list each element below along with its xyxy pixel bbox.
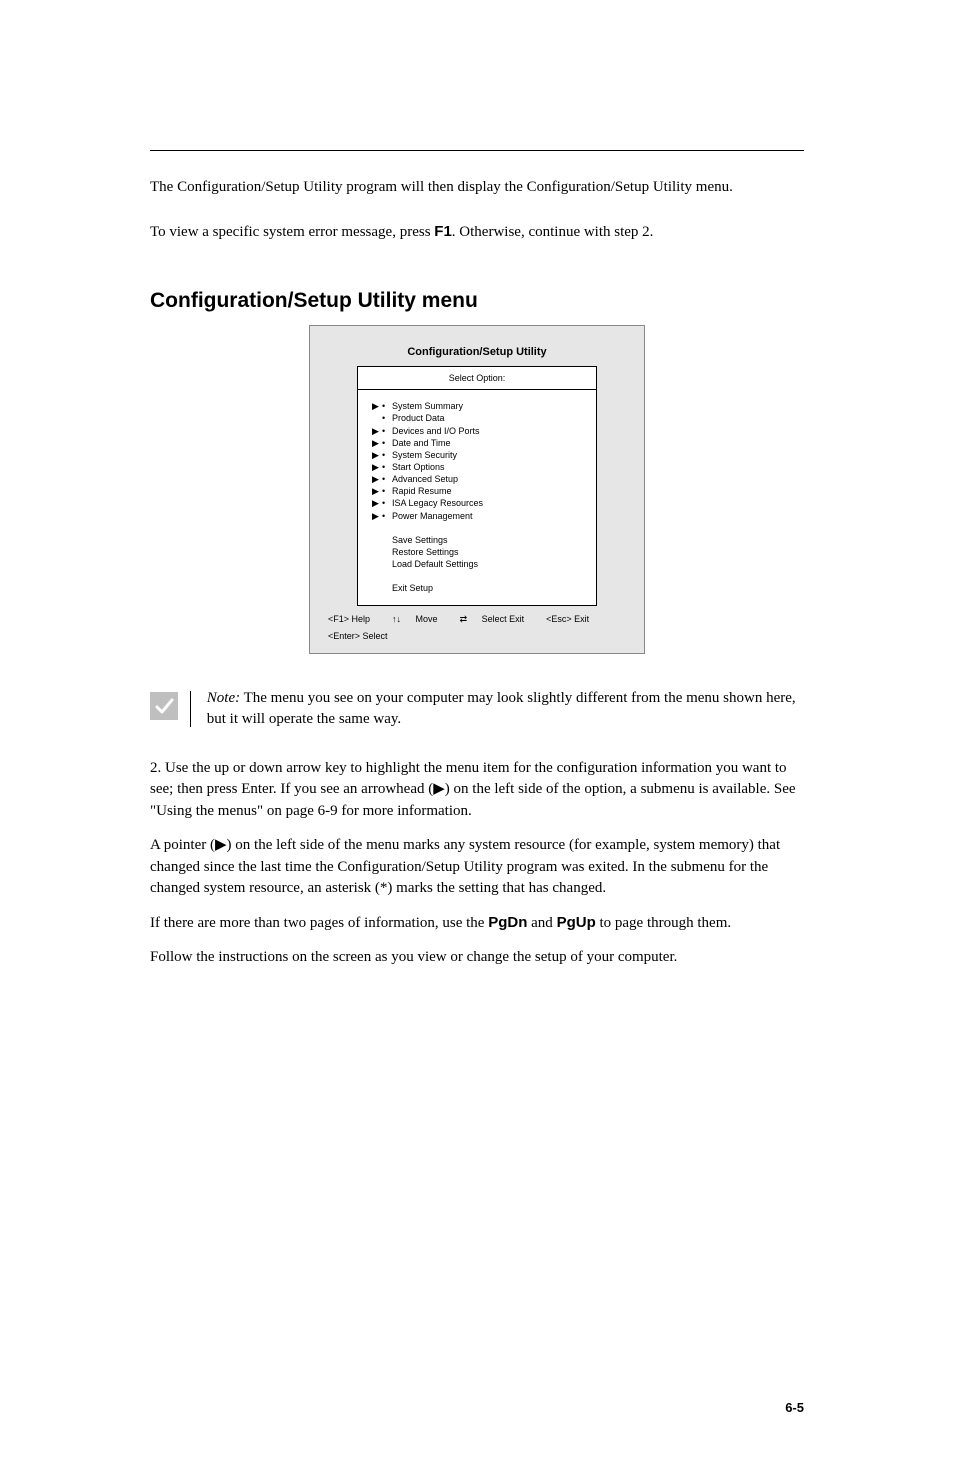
menu-inner-box: Select Option: ▶•System Summary •Product… (357, 366, 597, 605)
chevron-right-icon: ▶ (372, 425, 382, 437)
pgdn-paragraph: If there are more than two pages of info… (150, 912, 804, 935)
page-number: 6-5 (785, 1400, 804, 1415)
note-block: Note: The menu you see on your computer … (150, 688, 804, 730)
horizontal-rule (150, 150, 804, 151)
bullet-icon: • (382, 473, 392, 485)
section-heading: Configuration/Setup Utility menu (150, 289, 804, 313)
hint-enter: <Enter> Select (328, 631, 388, 641)
note-text: Note: The menu you see on your computer … (203, 688, 804, 730)
bullet-icon: • (382, 400, 392, 412)
menu-item-label: Rapid Resume (392, 485, 586, 497)
note-label: Note: (207, 690, 240, 706)
menu-item[interactable]: ▶•Devices and I/O Ports (372, 425, 586, 437)
menu-select-option: Select Option: (358, 367, 596, 390)
checkmark-icon (150, 692, 178, 720)
chevron-right-icon: ▶ (372, 461, 382, 473)
menu-item-label: Exit Setup (392, 582, 586, 594)
intro-line1: The Configuration/Setup Utility program … (150, 179, 733, 195)
menu-item-label: Save Settings (392, 534, 586, 546)
note-body: The menu you see on your computer may lo… (207, 690, 796, 727)
pointer-paragraph: A pointer (▶) on the left side of the me… (150, 835, 804, 900)
bullet-icon: • (382, 412, 392, 424)
chevron-right-icon: ▶ (372, 449, 382, 461)
menu-item-restore[interactable]: Restore Settings (372, 546, 586, 558)
chevron-right-icon: ▶ (372, 473, 382, 485)
bullet-icon: • (382, 437, 392, 449)
menu-item[interactable]: ▶•Date and Time (372, 437, 586, 449)
arrow-icon: ▶ (433, 781, 445, 797)
menu-item-label: Power Management (392, 510, 586, 522)
hint-move: ↑↓ Move (392, 614, 438, 625)
hint-exit: <Esc> Exit (546, 614, 589, 625)
p3-b: to page through them. (596, 915, 731, 931)
arrow-icon: ▶ (215, 837, 227, 853)
menu-item-defaults[interactable]: Load Default Settings (372, 558, 586, 570)
menu-item-label: System Summary (392, 400, 586, 412)
chevron-right-icon: ▶ (372, 437, 382, 449)
menu-options-list: ▶•System Summary •Product Data ▶•Devices… (358, 390, 596, 604)
intro-paragraph: The Configuration/Setup Utility program … (150, 177, 804, 243)
menu-item-label: Product Data (392, 412, 586, 424)
hint-help: <F1> Help (328, 614, 370, 625)
menu-item-label: Devices and I/O Ports (392, 425, 586, 437)
chevron-right-icon: ▶ (372, 400, 382, 412)
chevron-right-icon: ▶ (372, 497, 382, 509)
note-divider (190, 691, 191, 727)
bullet-icon: • (382, 425, 392, 437)
menu-item-label: Date and Time (392, 437, 586, 449)
pgdn-key: PgDn (488, 914, 527, 931)
follow-instructions: Follow the instructions on the screen as… (150, 947, 804, 969)
menu-item[interactable]: ▶•System Security (372, 449, 586, 461)
bullet-icon: • (382, 461, 392, 473)
menu-program-title: Configuration/Setup Utility (326, 346, 628, 358)
intro-line2-b: . Otherwise, continue with step 2. (452, 224, 654, 240)
hint-leftright: ⇄ Select Exit (460, 614, 525, 625)
menu-item-label: ISA Legacy Resources (392, 497, 586, 509)
pgup-key: PgUp (557, 914, 596, 931)
menu-item[interactable]: ▶•Rapid Resume (372, 485, 586, 497)
menu-item[interactable]: ▶•Advanced Setup (372, 473, 586, 485)
p3-mid: and (527, 915, 556, 931)
document-page: The Configuration/Setup Utility program … (0, 0, 954, 1475)
bullet-icon: • (382, 510, 392, 522)
bios-menu-screenshot: Configuration/Setup Utility Select Optio… (309, 325, 645, 653)
up-down-arrows-icon: ↑↓ (392, 614, 401, 624)
bullet-icon: • (382, 485, 392, 497)
menu-item-label: Load Default Settings (392, 558, 586, 570)
menu-key-hints: <F1> Help ↑↓ Move ⇄ Select Exit <Esc> Ex… (326, 606, 628, 641)
hint-move-label: Move (416, 614, 438, 624)
menu-item[interactable]: ▶•ISA Legacy Resources (372, 497, 586, 509)
step-2: 2. Use the up or down arrow key to highl… (150, 758, 804, 823)
f1-key: F1 (434, 223, 452, 240)
menu-item[interactable]: ▶•Start Options (372, 461, 586, 473)
menu-item[interactable]: •Product Data (372, 412, 586, 424)
hint-lr-label: Select Exit (482, 614, 525, 624)
intro-line2-a: To view a specific system error message,… (150, 224, 434, 240)
menu-item-label: Start Options (392, 461, 586, 473)
menu-item[interactable]: ▶•System Summary (372, 400, 586, 412)
chevron-right-icon: ▶ (372, 485, 382, 497)
menu-item-exit[interactable]: Exit Setup (372, 582, 586, 594)
left-right-arrows-icon: ⇄ (460, 614, 468, 625)
menu-item-label: Advanced Setup (392, 473, 586, 485)
menu-item[interactable]: ▶•Power Management (372, 510, 586, 522)
p3-a: If there are more than two pages of info… (150, 915, 488, 931)
chevron-right-icon: ▶ (372, 510, 382, 522)
menu-item-label: System Security (392, 449, 586, 461)
p2-b: ) on the left side of the menu marks any… (150, 837, 780, 897)
bullet-icon: • (382, 449, 392, 461)
menu-item-save[interactable]: Save Settings (372, 534, 586, 546)
bullet-icon: • (382, 497, 392, 509)
p2-a: A pointer ( (150, 837, 215, 853)
menu-item-label: Restore Settings (392, 546, 586, 558)
